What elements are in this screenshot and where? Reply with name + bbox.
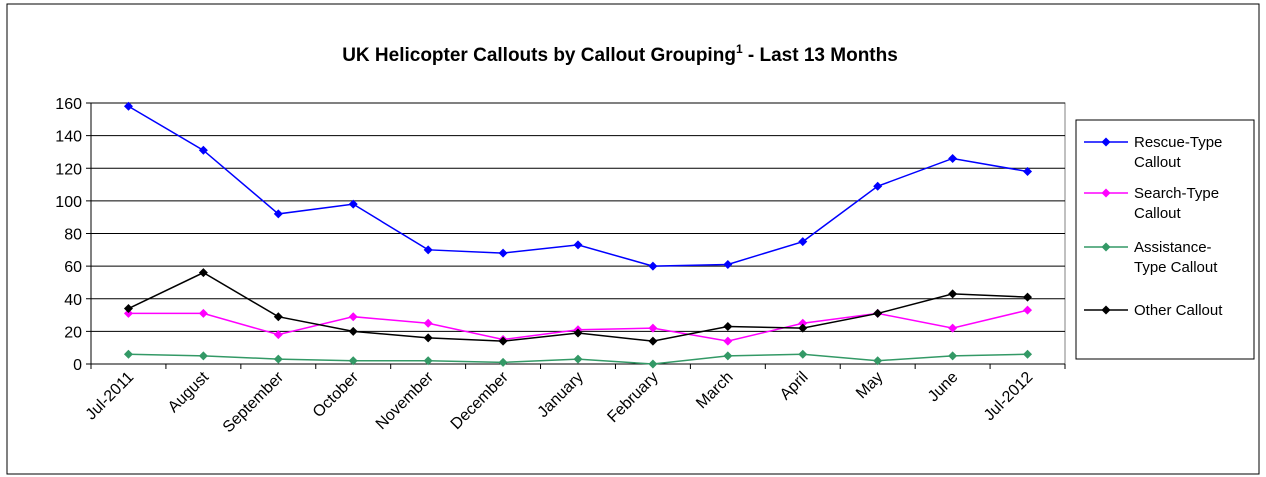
legend-marker bbox=[1101, 305, 1111, 315]
data-point bbox=[873, 181, 883, 191]
chart-title-suffix: - Last 13 Months bbox=[743, 45, 898, 66]
data-point bbox=[348, 326, 358, 336]
legend-marker bbox=[1101, 242, 1111, 252]
y-tick-label: 40 bbox=[64, 292, 82, 309]
data-point bbox=[948, 153, 958, 163]
data-point bbox=[723, 259, 733, 269]
data-point bbox=[348, 356, 358, 366]
legend-label: Rescue-Type Callout bbox=[1134, 134, 1222, 171]
data-point bbox=[123, 349, 133, 359]
legend-entry: Other Callout bbox=[1084, 302, 1223, 319]
data-point bbox=[723, 336, 733, 346]
data-point bbox=[273, 312, 283, 322]
data-point bbox=[648, 261, 658, 271]
data-point bbox=[798, 318, 808, 328]
data-point bbox=[198, 308, 208, 318]
y-tick-label: 20 bbox=[64, 324, 82, 341]
data-point bbox=[648, 323, 658, 333]
data-point bbox=[648, 359, 658, 369]
data-point bbox=[123, 304, 133, 314]
y-axis-ticks: 0 20 40 60 80 100 120 140 160 bbox=[55, 96, 91, 374]
series-group bbox=[123, 101, 1033, 369]
legend-entry: Search-Type Callout bbox=[1084, 185, 1219, 222]
data-point bbox=[948, 289, 958, 299]
data-point bbox=[648, 336, 658, 346]
data-point bbox=[798, 237, 808, 247]
data-point bbox=[573, 328, 583, 338]
data-point bbox=[873, 356, 883, 366]
data-point bbox=[498, 248, 508, 258]
data-point bbox=[123, 101, 133, 111]
data-point bbox=[123, 308, 133, 318]
data-point bbox=[348, 199, 358, 209]
data-point bbox=[423, 356, 433, 366]
data-point bbox=[873, 308, 883, 318]
data-point bbox=[273, 209, 283, 219]
data-point bbox=[423, 333, 433, 343]
data-point bbox=[1023, 292, 1033, 302]
legend-box bbox=[1075, 119, 1255, 360]
y-tick-label: 80 bbox=[64, 227, 82, 244]
data-point bbox=[723, 321, 733, 331]
series-3 bbox=[123, 349, 1033, 369]
data-point bbox=[1023, 167, 1033, 177]
data-point bbox=[948, 351, 958, 361]
legend-label: Other Callout bbox=[1134, 302, 1223, 319]
data-point bbox=[198, 351, 208, 361]
y-tick-label: 160 bbox=[55, 96, 82, 113]
series-4 bbox=[123, 268, 1033, 346]
data-point bbox=[573, 240, 583, 250]
data-point bbox=[273, 354, 283, 364]
data-point bbox=[1023, 349, 1033, 359]
data-point bbox=[573, 354, 583, 364]
data-point bbox=[348, 312, 358, 322]
chart-title-main: UK Helicopter Callouts by Callout Groupi… bbox=[342, 45, 736, 66]
data-point bbox=[723, 351, 733, 361]
gridlines bbox=[91, 102, 1065, 332]
series-1 bbox=[123, 101, 1033, 271]
legend-entry: Assistance-Type Callout bbox=[1084, 239, 1218, 276]
legend: Rescue-Type Callout Search-Type Callout Assi… bbox=[1075, 119, 1255, 360]
y-tick-label: 100 bbox=[55, 194, 82, 211]
data-point bbox=[948, 323, 958, 333]
legend-label: Assistance-Type Callout bbox=[1134, 239, 1218, 276]
y-tick-label: 120 bbox=[55, 161, 82, 178]
data-point bbox=[1023, 305, 1033, 315]
data-point bbox=[798, 349, 808, 359]
chart-title: UK Helicopter Callouts by Callout Groupi… bbox=[342, 42, 898, 66]
data-point bbox=[423, 245, 433, 255]
data-point bbox=[498, 357, 508, 367]
legend-marker bbox=[1101, 137, 1111, 147]
data-point bbox=[423, 318, 433, 328]
data-point bbox=[273, 330, 283, 340]
legend-marker bbox=[1101, 188, 1111, 198]
y-tick-label: 140 bbox=[55, 129, 82, 146]
chart-title-superscript: 1 bbox=[736, 42, 743, 56]
data-point bbox=[198, 145, 208, 155]
data-point bbox=[798, 323, 808, 333]
legend-label: Search-Type Callout bbox=[1134, 185, 1219, 222]
y-tick-label: 60 bbox=[64, 259, 82, 276]
data-point bbox=[198, 268, 208, 278]
legend-entry: Rescue-Type Callout bbox=[1084, 134, 1222, 171]
y-tick-label: 0 bbox=[73, 357, 82, 374]
data-point bbox=[498, 336, 508, 346]
